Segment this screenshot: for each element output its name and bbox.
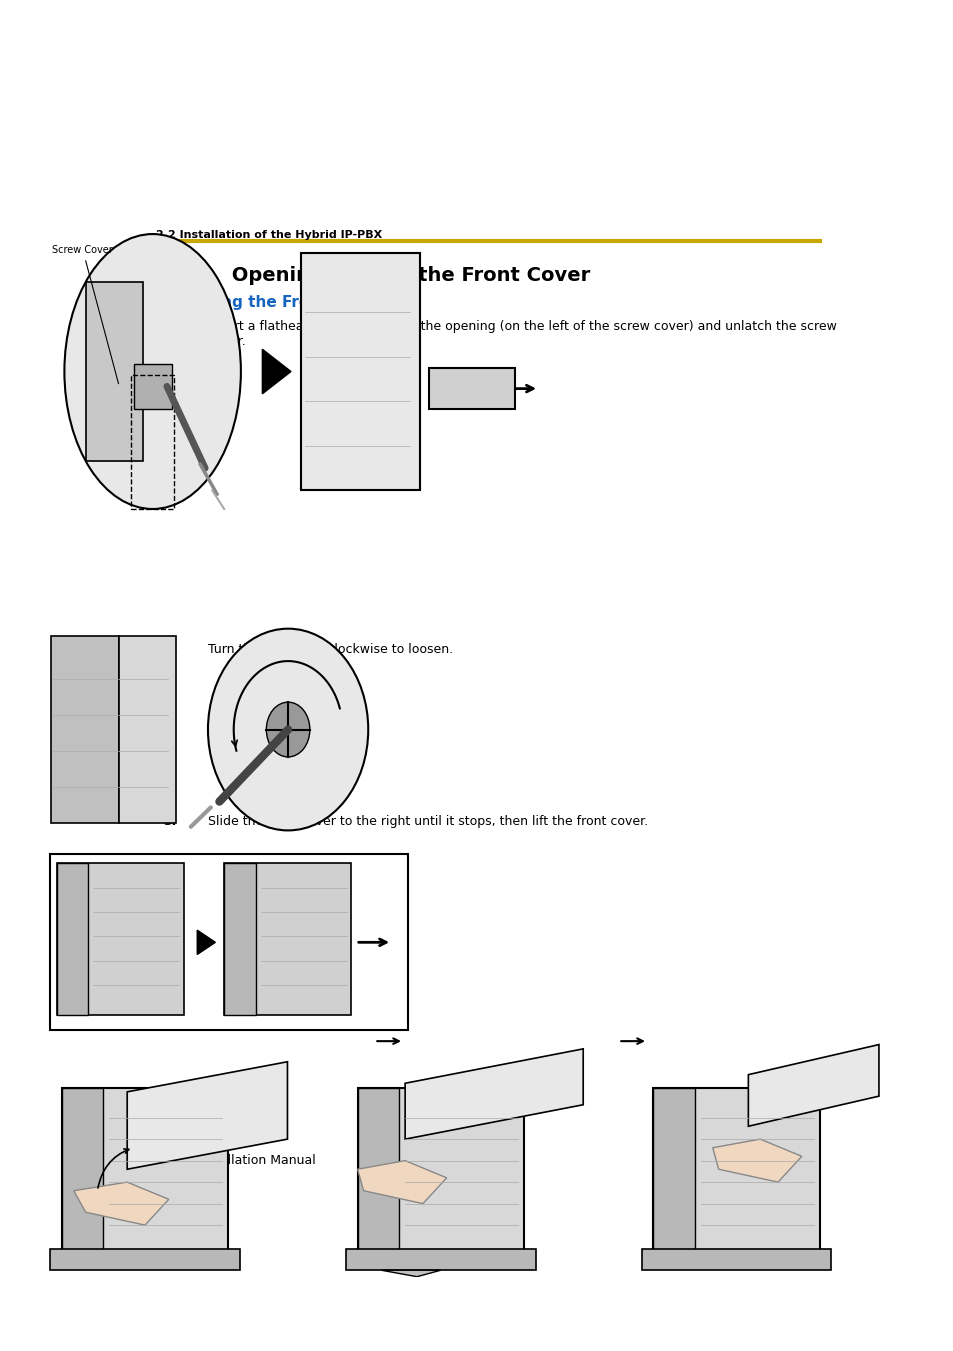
Text: 2.: 2. <box>164 643 177 655</box>
Bar <box>653 1088 819 1251</box>
Polygon shape <box>197 929 215 954</box>
Bar <box>357 1088 523 1251</box>
Text: Slide the front cover to the right until it stops, then lift the front cover.: Slide the front cover to the right until… <box>208 816 647 828</box>
Bar <box>62 1088 103 1251</box>
Text: 2.2 Installation of the Hybrid IP-PBX: 2.2 Installation of the Hybrid IP-PBX <box>156 230 382 239</box>
Bar <box>62 1088 228 1251</box>
Polygon shape <box>357 1161 446 1204</box>
Bar <box>345 1248 536 1270</box>
Bar <box>300 253 419 490</box>
Bar <box>119 636 176 823</box>
Bar <box>133 365 172 408</box>
Text: 42: 42 <box>156 1154 172 1167</box>
Bar <box>640 1248 831 1270</box>
Bar <box>57 863 89 1016</box>
Polygon shape <box>712 1139 801 1182</box>
Text: Screw Cover: Screw Cover <box>52 246 118 384</box>
Circle shape <box>65 234 240 509</box>
Text: 3.: 3. <box>164 816 177 828</box>
Bar <box>57 863 183 1016</box>
Text: Opening the Front Cover: Opening the Front Cover <box>171 296 382 311</box>
Polygon shape <box>73 1182 169 1225</box>
Text: Turn the screw anticlockwise to loosen.: Turn the screw anticlockwise to loosen. <box>208 643 453 655</box>
Circle shape <box>208 628 368 831</box>
Bar <box>131 376 173 509</box>
Bar <box>51 636 119 823</box>
Polygon shape <box>262 350 291 394</box>
Polygon shape <box>381 1270 440 1277</box>
Text: Installation Manual: Installation Manual <box>196 1154 315 1167</box>
Polygon shape <box>405 1048 582 1139</box>
Bar <box>653 1088 694 1251</box>
Circle shape <box>266 703 310 757</box>
Bar <box>300 253 419 490</box>
Text: Insert a flathead screwdriver into the opening (on the left of the screw cover) : Insert a flathead screwdriver into the o… <box>208 320 836 349</box>
Bar <box>429 367 515 408</box>
Bar <box>86 282 143 461</box>
Bar <box>224 863 351 1016</box>
Text: 2.2.3   Opening/Closing the Front Cover: 2.2.3 Opening/Closing the Front Cover <box>156 266 590 285</box>
Text: 1.: 1. <box>164 320 177 334</box>
Bar <box>224 863 255 1016</box>
Polygon shape <box>127 1062 287 1169</box>
Bar <box>357 1088 398 1251</box>
Bar <box>50 1248 240 1270</box>
Polygon shape <box>747 1044 878 1127</box>
